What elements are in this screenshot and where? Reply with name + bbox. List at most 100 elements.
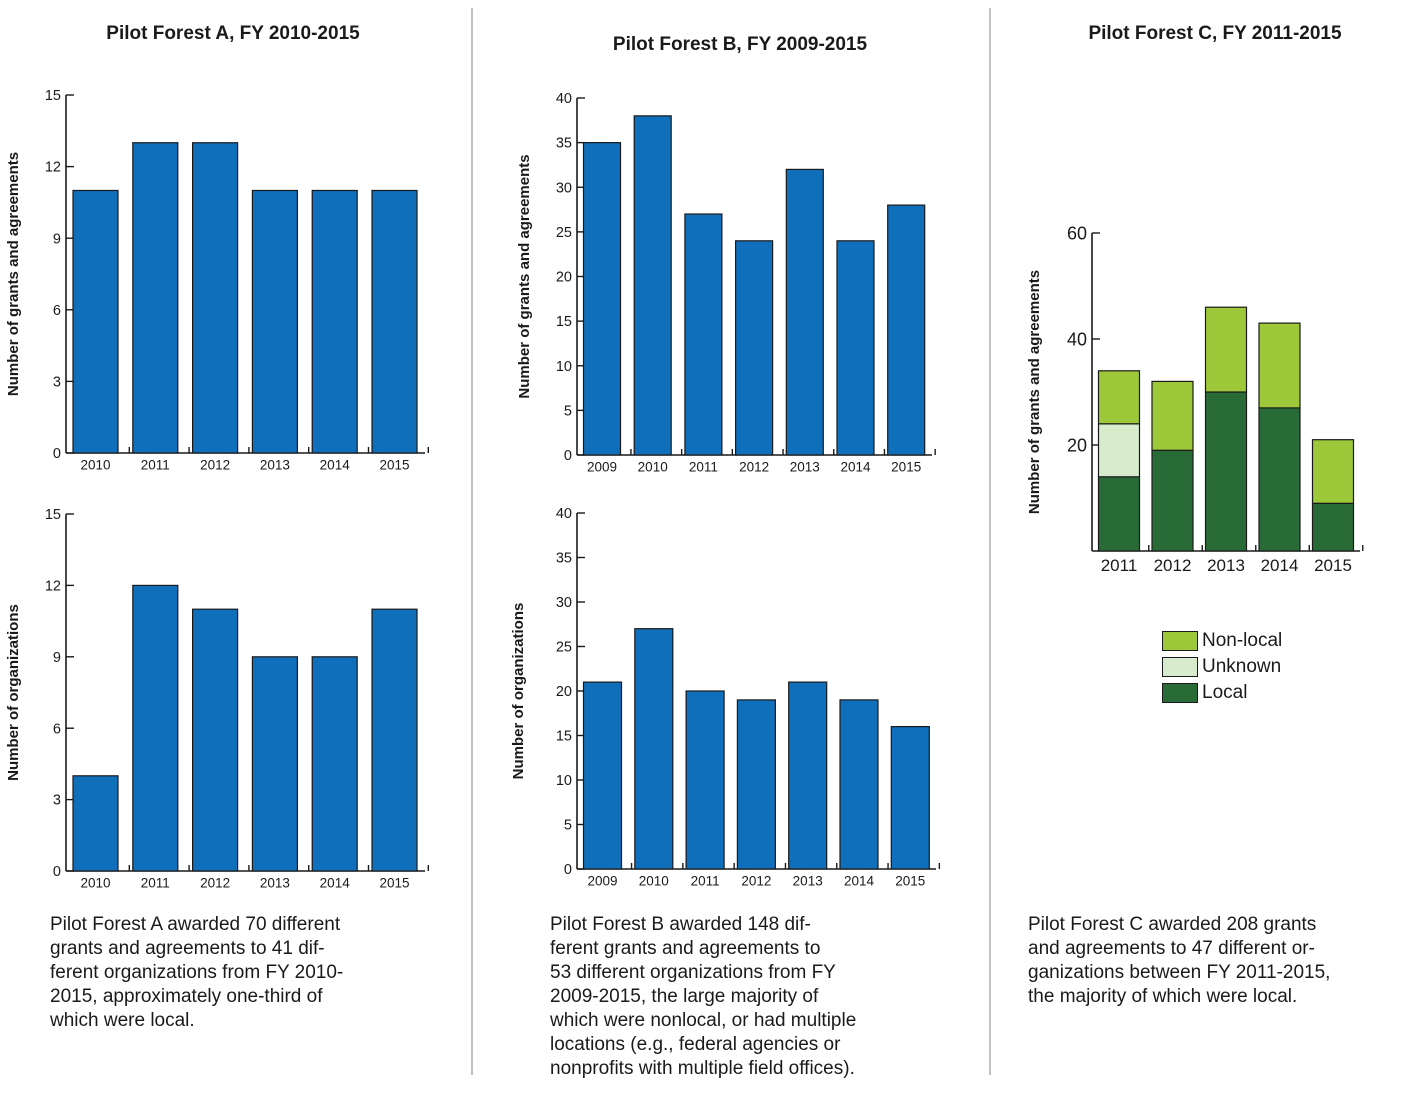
b_orgs-bar-2012 <box>736 699 777 870</box>
b_grants-bar-2014 <box>836 240 875 456</box>
a_orgs-x-tick-label: 2014 <box>320 876 351 891</box>
b_grants-x-tick-label: 2011 <box>689 460 718 475</box>
a_orgs-y-tick-label: 3 <box>53 793 61 809</box>
c_grants-bar-2013-non-local <box>1204 306 1248 393</box>
c_grants-bar-2012-local <box>1151 449 1194 552</box>
b_orgs-x-tick-label: 2013 <box>793 874 823 889</box>
c_grants-bar-2014-non-local <box>1258 322 1301 409</box>
c_grants-y-tick-label: 40 <box>1067 329 1087 349</box>
a_grants-y-tick-label: 12 <box>45 160 61 176</box>
a_orgs-bar-2011 <box>132 584 179 872</box>
panel-divider-left <box>471 8 473 1075</box>
b_grants-bar-2013 <box>785 168 824 456</box>
panel-a-title: Pilot Forest A, FY 2010-2015 <box>106 23 360 44</box>
b_orgs-bar-2014 <box>839 699 879 870</box>
chart-c-grants: 20 40 60 2011 2012 2013 2014 2015 Number of gran… <box>1026 223 1364 575</box>
a_orgs-y-tick-label: 0 <box>53 864 61 880</box>
legend-label-unknown: Unknown <box>1202 656 1282 677</box>
b_grants-x-tick-label: 2012 <box>739 460 769 475</box>
b_orgs-x-tick-label: 2015 <box>895 874 925 889</box>
a_orgs-bar-2015 <box>371 608 418 872</box>
chart-a-grants: 0 3 6 9 12 15 2010 2011 2012 2013 2014 2015 Number o… <box>5 88 429 473</box>
a_orgs-x-tick-label: 2015 <box>379 876 409 891</box>
panel-a-caption: Pilot Forest A awarded 70 different gran… <box>50 914 344 1031</box>
c_grants-y-tick-label: 20 <box>1067 435 1087 455</box>
a_grants-bar-2012 <box>192 142 239 454</box>
a_orgs-y-tick-label: 12 <box>45 578 61 594</box>
legend-swatch-local <box>1162 683 1198 703</box>
b_orgs-y-tick-label: 20 <box>556 684 572 700</box>
legend-swatch-unknown <box>1162 657 1198 677</box>
a_grants-y-tick-label: 3 <box>53 374 61 390</box>
chart-b-orgs: 0 5 10 15 20 25 30 35 40 2009 2010 2011 2012 2013 2014… <box>510 506 941 889</box>
b_grants-y-tick-label: 15 <box>556 314 572 330</box>
legend-item-unknown: Unknown <box>1162 654 1282 680</box>
a_orgs-bar-2012 <box>192 608 239 872</box>
b_grants-bar-2011 <box>684 213 723 456</box>
a_grants-x-tick-label: 2012 <box>200 458 230 473</box>
b_grants-y-axis-label: Number of grants and agreements <box>516 154 533 398</box>
a_grants-x-tick-label: 2014 <box>320 458 351 473</box>
b_grants-bar-2015 <box>887 204 926 456</box>
a_grants-bar-2013 <box>251 189 298 454</box>
c_grants-x-tick-label: 2014 <box>1261 556 1299 575</box>
c_grants-y-tick-label: 60 <box>1067 223 1087 243</box>
chart-a-orgs: 0 3 6 9 12 15 2010 2011 2012 2013 2014 2015 Number o… <box>5 507 429 891</box>
legend-item-non-local: Non-local <box>1162 628 1282 654</box>
b_orgs-x-tick-label: 2011 <box>691 874 720 889</box>
chart-b-grants: 0 5 10 15 20 25 30 35 40 2009 2010 2011 2012 2013 2014… <box>516 91 936 475</box>
a_orgs-y-axis-label: Number of organizations <box>5 604 22 781</box>
a_grants-y-axis-label: Number of grants and agreements <box>5 152 22 396</box>
b_orgs-x-tick-label: 2010 <box>639 874 669 889</box>
c_grants-y-axis-label: Number of grants and agreements <box>1026 270 1043 514</box>
b_grants-y-tick-label: 30 <box>556 180 572 196</box>
b_grants-y-tick-label: 25 <box>556 225 572 241</box>
a_orgs-bar-2010 <box>72 775 119 872</box>
b_grants-x-tick-label: 2014 <box>840 460 871 475</box>
a_grants-x-tick-label: 2015 <box>379 458 409 473</box>
b_orgs-bar-2013 <box>788 681 828 870</box>
a_grants-bar-2010 <box>72 189 119 454</box>
a_grants-y-tick-label: 6 <box>53 303 61 319</box>
b_grants-y-tick-label: 40 <box>556 91 572 107</box>
a_grants-x-tick-label: 2013 <box>260 458 290 473</box>
b_orgs-x-tick-label: 2009 <box>587 874 617 889</box>
c_grants-x-tick-label: 2012 <box>1154 556 1192 575</box>
c_grants-bar-2013-local <box>1204 391 1248 552</box>
b_grants-bar-2010 <box>633 115 672 456</box>
a_grants-y-tick-label: 15 <box>45 88 61 104</box>
b_grants-x-tick-label: 2013 <box>790 460 820 475</box>
b_orgs-x-tick-label: 2014 <box>844 874 875 889</box>
b_orgs-x-tick-label: 2012 <box>741 874 771 889</box>
c_grants-x-tick-label: 2015 <box>1314 556 1352 575</box>
panel-b-title: Pilot Forest B, FY 2009-2015 <box>612 34 868 55</box>
b_grants-y-tick-label: 20 <box>556 270 572 286</box>
b_grants-y-tick-label: 10 <box>556 359 572 375</box>
a_orgs-bar-2014 <box>311 656 358 872</box>
a_orgs-x-tick-label: 2010 <box>80 876 110 891</box>
a_grants-y-tick-label: 0 <box>53 446 61 462</box>
panel-divider-right <box>989 8 991 1075</box>
b_grants-x-tick-label: 2015 <box>891 460 921 475</box>
legend-item-local: Local <box>1162 680 1282 706</box>
a_grants-x-tick-label: 2010 <box>80 458 110 473</box>
panel-b-caption: Pilot Forest B awarded 148 dif- ferent g… <box>550 914 857 1079</box>
a_orgs-x-tick-label: 2011 <box>141 876 170 891</box>
c_grants-bar-2011-unknown <box>1097 423 1141 478</box>
b_orgs-bar-2009 <box>582 681 623 870</box>
a_grants-bar-2015 <box>371 189 418 454</box>
b_orgs-y-tick-label: 15 <box>556 729 572 745</box>
a_grants-x-tick-label: 2011 <box>141 458 170 473</box>
b_grants-y-tick-label: 0 <box>564 448 572 464</box>
b_orgs-bar-2015 <box>890 725 930 870</box>
a_grants-bar-2014 <box>311 189 358 454</box>
b_grants-bar-2009 <box>582 142 622 456</box>
panel-c-title: Pilot Forest C, FY 2011-2015 <box>1088 23 1342 44</box>
b_grants-x-tick-label: 2009 <box>587 460 617 475</box>
c_grants-bar-2015-local <box>1311 502 1355 552</box>
c_grants-x-tick-label: 2011 <box>1101 556 1138 575</box>
c_grants-bar-2014-local <box>1258 407 1301 552</box>
c_grants-x-tick-label: 2013 <box>1207 556 1245 575</box>
b_orgs-y-tick-label: 0 <box>564 862 572 878</box>
c_grants-bar-2011-local <box>1097 476 1141 552</box>
